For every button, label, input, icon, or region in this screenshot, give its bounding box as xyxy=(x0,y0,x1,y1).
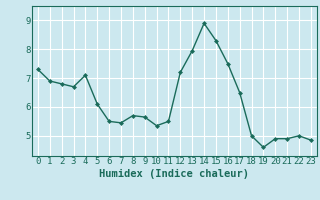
X-axis label: Humidex (Indice chaleur): Humidex (Indice chaleur) xyxy=(100,169,249,179)
